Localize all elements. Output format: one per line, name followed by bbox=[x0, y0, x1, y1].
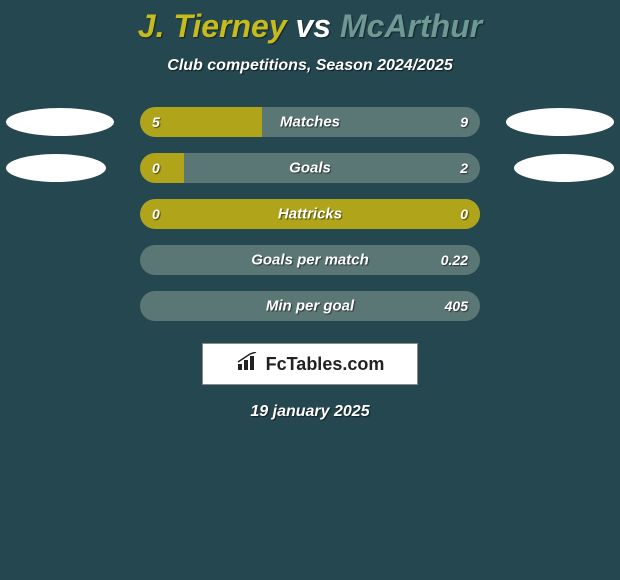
subtitle: Club competitions, Season 2024/2025 bbox=[0, 57, 620, 75]
brand-box: FcTables.com bbox=[202, 343, 418, 385]
stat-label: Goals per match bbox=[251, 252, 369, 269]
player1-marker bbox=[6, 154, 106, 182]
stat-bar: 0 Goals 2 bbox=[140, 153, 480, 183]
player1-marker bbox=[6, 108, 114, 136]
date-line: 19 january 2025 bbox=[0, 403, 620, 421]
stats-container: 5 Matches 9 0 Goals 2 0 Hattricks 0 Goals per mat… bbox=[0, 99, 620, 329]
player2-value: 405 bbox=[445, 298, 468, 314]
player1-fill bbox=[140, 153, 184, 183]
title-player1: J. Tierney bbox=[138, 8, 287, 44]
stat-row: 0 Hattricks 0 bbox=[0, 191, 620, 237]
stat-row: Goals per match 0.22 bbox=[0, 237, 620, 283]
bar-chart-icon bbox=[236, 352, 260, 377]
brand-text: FcTables.com bbox=[266, 354, 385, 375]
player1-value: 5 bbox=[152, 114, 160, 130]
player2-marker bbox=[514, 154, 614, 182]
title-vs: vs bbox=[296, 8, 332, 44]
stat-label: Min per goal bbox=[266, 298, 354, 315]
player2-value: 0.22 bbox=[441, 252, 468, 268]
player1-value: 0 bbox=[152, 206, 160, 222]
player2-marker bbox=[506, 108, 614, 136]
stat-bar: Goals per match 0.22 bbox=[140, 245, 480, 275]
stat-bar: 5 Matches 9 bbox=[140, 107, 480, 137]
stat-label: Hattricks bbox=[278, 206, 342, 223]
stat-bar: 0 Hattricks 0 bbox=[140, 199, 480, 229]
page-title: J. Tierney vs McArthur bbox=[0, 8, 620, 45]
stat-label: Matches bbox=[280, 114, 340, 131]
stat-row: 5 Matches 9 bbox=[0, 99, 620, 145]
title-player2: McArthur bbox=[340, 8, 482, 44]
stat-bar: Min per goal 405 bbox=[140, 291, 480, 321]
player2-value: 0 bbox=[460, 206, 468, 222]
player1-value: 0 bbox=[152, 160, 160, 176]
comparison-infographic: J. Tierney vs McArthur Club competitions… bbox=[0, 0, 620, 580]
stat-row: Min per goal 405 bbox=[0, 283, 620, 329]
stat-label: Goals bbox=[289, 160, 331, 177]
stat-row: 0 Goals 2 bbox=[0, 145, 620, 191]
player2-value: 9 bbox=[460, 114, 468, 130]
player2-value: 2 bbox=[460, 160, 468, 176]
